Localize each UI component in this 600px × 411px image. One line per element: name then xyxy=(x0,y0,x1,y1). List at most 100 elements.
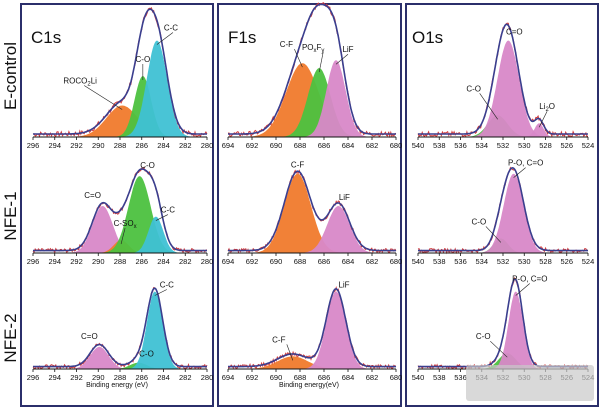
f1s-xlabel: Binding energy(eV) xyxy=(279,382,339,389)
peak-label-c-c: C-C xyxy=(164,24,178,33)
x-tick-label: 290 xyxy=(92,257,105,266)
label-leader xyxy=(335,53,349,65)
x-tick-label: 280 xyxy=(201,257,214,266)
fitted-envelope xyxy=(228,288,396,368)
fitted-envelope xyxy=(418,23,588,135)
x-tick-label: 530 xyxy=(518,141,531,150)
x-tick-label: 690 xyxy=(270,373,283,382)
x-tick-label: 284 xyxy=(157,373,170,382)
peak-c-f xyxy=(228,356,396,369)
x-tick-label: 292 xyxy=(70,141,83,150)
x-tick-label: 294 xyxy=(48,373,61,382)
peak-roco-li xyxy=(33,105,207,137)
x-tick-label: 536 xyxy=(454,373,467,382)
x-tick-label: 540 xyxy=(412,257,425,266)
x-tick-label: 686 xyxy=(318,257,331,266)
peak-c-o xyxy=(418,40,588,137)
x-tick-label: 692 xyxy=(246,257,259,266)
o1s-title: O1s xyxy=(412,28,443,47)
label-leader xyxy=(479,93,498,120)
spectra-panels: 296 294 292 290 288 286 284 282 280 ROCO2Li C-O C-C… xyxy=(27,2,595,382)
x-tick-label: 686 xyxy=(318,373,331,382)
x-tick-label: 280 xyxy=(201,141,214,150)
x-tick-label: 694 xyxy=(222,373,235,382)
panel-o1s-nfe-1: 540 538 536 534 532 530 528 526 524 C-O P-O, C=O xyxy=(412,159,595,266)
x-tick-label: 694 xyxy=(222,141,235,150)
panel-f1s-e-control: 694 692 690 688 686 684 682 680 C-F POxFy LiF xyxy=(222,2,403,150)
label-leader xyxy=(286,344,294,361)
peak-c-c xyxy=(33,216,207,253)
fitted-envelope xyxy=(228,3,396,135)
x-tick-label: 294 xyxy=(48,257,61,266)
x-tick-label: 688 xyxy=(294,257,307,266)
x-tick-label: 288 xyxy=(114,257,127,266)
fitted-envelope xyxy=(33,287,207,368)
peak-label-c-sox: C-SOx xyxy=(114,219,137,230)
x-tick-label: 290 xyxy=(92,373,105,382)
x-tick-label: 540 xyxy=(412,141,425,150)
x-tick-label: 296 xyxy=(27,257,40,266)
row-label-e-control: E-control xyxy=(1,42,20,110)
peak-label-poxfy: POxFy xyxy=(302,43,324,54)
x-tick-label: 532 xyxy=(497,141,510,150)
label-leader xyxy=(318,52,324,73)
x-tick-label: 288 xyxy=(114,141,127,150)
peak-label-c-f: C-F xyxy=(272,335,285,344)
x-tick-label: 694 xyxy=(222,257,235,266)
x-tick-label: 526 xyxy=(560,141,573,150)
x-tick-label: 284 xyxy=(157,141,170,150)
peak-label-c-o: C-O xyxy=(139,350,154,359)
x-tick-label: 536 xyxy=(454,257,467,266)
x-tick-label: 296 xyxy=(27,141,40,150)
peak-label-lif: LiF xyxy=(338,280,349,289)
fitted-envelope xyxy=(33,8,207,135)
label-leader xyxy=(294,49,303,68)
peak-label-c-f: C-F xyxy=(280,40,293,49)
label-leader xyxy=(156,32,174,45)
x-tick-label: 534 xyxy=(475,257,488,266)
panel-f1s-nfe-1: 694 692 690 688 686 684 682 680 C-F LiF xyxy=(222,161,403,266)
peak-c-c xyxy=(33,40,207,137)
label-leader xyxy=(155,214,169,221)
panel-o1s-e-control: 540 538 536 534 532 530 528 526 524 C-O C=O Li2O xyxy=(412,22,594,150)
c1s-column-frame xyxy=(20,3,214,407)
peak-label-p-o-c-o: P-O, C=O xyxy=(508,159,543,168)
x-tick-label: 684 xyxy=(342,141,355,150)
x-tick-label: 282 xyxy=(179,373,192,382)
peak-label-c-o: C-O xyxy=(472,217,487,226)
label-leader xyxy=(538,111,548,128)
x-tick-label: 534 xyxy=(475,141,488,150)
row-label-nfe-2: NFE-2 xyxy=(1,313,20,362)
x-tick-label: 686 xyxy=(318,141,331,150)
obscured-region xyxy=(466,365,594,401)
f1s-column-frame xyxy=(217,3,402,407)
x-tick-label: 528 xyxy=(539,141,552,150)
x-tick-label: 684 xyxy=(342,257,355,266)
peak-label-c-o: C=O xyxy=(84,191,101,200)
peak-label-lif: LiF xyxy=(339,193,350,202)
x-tick-label: 682 xyxy=(366,373,379,382)
raw-spectrum xyxy=(32,286,208,370)
x-tick-label: 526 xyxy=(560,257,573,266)
x-tick-label: 540 xyxy=(412,373,425,382)
x-tick-label: 282 xyxy=(179,141,192,150)
peak-label-li-o: Li2O xyxy=(539,102,555,113)
x-tick-label: 692 xyxy=(246,141,259,150)
fitted-envelope xyxy=(33,168,207,252)
x-tick-label: 292 xyxy=(70,257,83,266)
x-tick-label: 688 xyxy=(294,373,307,382)
x-tick-label: 680 xyxy=(390,141,403,150)
label-leader xyxy=(490,340,508,358)
row-label-nfe-1: NFE-1 xyxy=(1,191,20,240)
panel-f1s-nfe-2: 694 692 690 688 686 684 682 680 C-F LiF xyxy=(222,280,403,382)
x-tick-label: 684 xyxy=(342,373,355,382)
x-tick-label: 286 xyxy=(135,373,148,382)
x-tick-label: 688 xyxy=(294,141,307,150)
x-tick-label: 294 xyxy=(48,141,61,150)
x-tick-label: 682 xyxy=(366,257,379,266)
peak-label-c-f: C-F xyxy=(291,161,304,170)
fitted-envelope xyxy=(418,166,588,252)
x-tick-label: 292 xyxy=(70,373,83,382)
fitted-envelope xyxy=(228,170,396,252)
